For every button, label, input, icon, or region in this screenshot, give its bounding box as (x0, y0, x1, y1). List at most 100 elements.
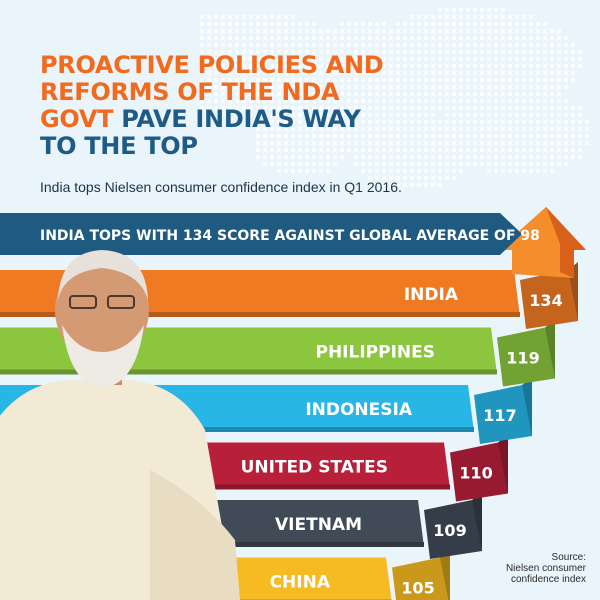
map-dot (473, 99, 477, 103)
map-dot (536, 127, 540, 131)
map-dot (340, 50, 344, 54)
map-dot (536, 134, 540, 138)
map-dot (403, 36, 407, 40)
map-dot (501, 22, 505, 26)
map-dot (410, 169, 414, 173)
map-dot (501, 15, 505, 19)
map-dot (431, 43, 435, 47)
map-dot (291, 141, 295, 145)
map-dot (382, 106, 386, 110)
map-dot (571, 64, 575, 68)
map-dot (466, 106, 470, 110)
map-dot (480, 15, 484, 19)
map-dot (396, 71, 400, 75)
map-dot (410, 120, 414, 124)
map-dot (536, 113, 540, 117)
map-dot (452, 15, 456, 19)
up-arrow-side (546, 207, 586, 278)
map-dot (494, 64, 498, 68)
map-dot (270, 71, 274, 75)
map-dot (550, 29, 554, 33)
map-dot (333, 127, 337, 131)
map-dot (543, 78, 547, 82)
map-dot (333, 134, 337, 138)
map-dot (550, 162, 554, 166)
map-dot (522, 92, 526, 96)
map-dot (515, 127, 519, 131)
map-dot (319, 106, 323, 110)
map-dot (396, 57, 400, 61)
map-dot (256, 106, 260, 110)
map-dot (494, 29, 498, 33)
map-dot (354, 120, 358, 124)
map-dot (249, 71, 253, 75)
map-dot (501, 78, 505, 82)
map-dot (235, 22, 239, 26)
map-dot (319, 29, 323, 33)
map-dot (263, 141, 267, 145)
map-dot (410, 43, 414, 47)
map-dot (571, 155, 575, 159)
map-dot (529, 148, 533, 152)
map-dot (368, 120, 372, 124)
map-dot (487, 71, 491, 75)
map-dot (305, 134, 309, 138)
map-dot (375, 176, 379, 180)
map-dot (305, 71, 309, 75)
map-dot (221, 99, 225, 103)
map-dot (312, 148, 316, 152)
map-dot (305, 78, 309, 82)
map-dot (298, 57, 302, 61)
map-dot (445, 148, 449, 152)
map-dot (466, 92, 470, 96)
map-dot (466, 120, 470, 124)
map-dot (501, 155, 505, 159)
map-dot (291, 78, 295, 82)
map-dot (515, 36, 519, 40)
map-dot (242, 78, 246, 82)
map-dot (452, 99, 456, 103)
map-dot (452, 43, 456, 47)
map-dot (368, 43, 372, 47)
map-dot (501, 71, 505, 75)
map-dot (298, 29, 302, 33)
map-dot (431, 99, 435, 103)
map-dot (494, 106, 498, 110)
map-dot (277, 99, 281, 103)
map-dot (501, 148, 505, 152)
map-dot (312, 134, 316, 138)
map-dot (284, 99, 288, 103)
map-dot (501, 169, 505, 173)
map-dot (550, 148, 554, 152)
map-dot (557, 36, 561, 40)
map-dot (389, 134, 393, 138)
map-dot (263, 50, 267, 54)
map-dot (228, 50, 232, 54)
map-dot (396, 176, 400, 180)
bar-shadow (0, 427, 474, 432)
map-dot (536, 106, 540, 110)
map-dot (557, 148, 561, 152)
map-dot (200, 50, 204, 54)
map-dot (256, 99, 260, 103)
map-dot (396, 92, 400, 96)
map-dot (480, 92, 484, 96)
map-dot (431, 134, 435, 138)
map-dot (284, 22, 288, 26)
map-dot (361, 169, 365, 173)
map-dot (235, 92, 239, 96)
map-dot (550, 78, 554, 82)
map-dot (480, 78, 484, 82)
map-dot (557, 155, 561, 159)
map-dot (459, 155, 463, 159)
map-dot (543, 29, 547, 33)
map-dot (417, 148, 421, 152)
map-dot (466, 36, 470, 40)
map-dot (284, 120, 288, 124)
map-dot (361, 120, 365, 124)
map-dot (270, 120, 274, 124)
map-dot (270, 85, 274, 89)
map-dot (312, 50, 316, 54)
map-dot (403, 176, 407, 180)
map-dot (396, 29, 400, 33)
